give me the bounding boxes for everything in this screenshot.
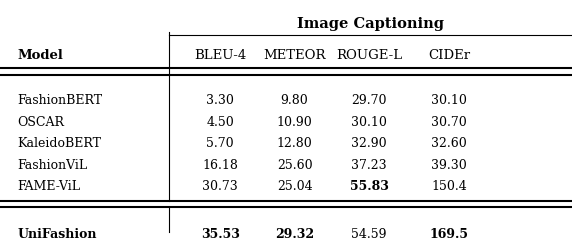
Text: METEOR: METEOR [263, 49, 326, 62]
Text: KaleidoBERT: KaleidoBERT [17, 137, 101, 150]
Text: 30.10: 30.10 [431, 94, 467, 107]
Text: OSCAR: OSCAR [17, 116, 64, 129]
Text: 4.50: 4.50 [206, 116, 234, 129]
Text: 29.70: 29.70 [351, 94, 387, 107]
Text: 30.70: 30.70 [431, 116, 467, 129]
Text: CIDEr: CIDEr [428, 49, 470, 62]
Text: FashionViL: FashionViL [17, 159, 88, 172]
Text: 169.5: 169.5 [430, 228, 468, 241]
Text: 39.30: 39.30 [431, 159, 467, 172]
Text: 32.90: 32.90 [351, 137, 387, 150]
Text: 30.73: 30.73 [202, 181, 238, 193]
Text: 3.30: 3.30 [206, 94, 234, 107]
Text: UniFashion: UniFashion [17, 228, 97, 241]
Text: 55.83: 55.83 [349, 181, 388, 193]
Text: Model: Model [17, 49, 63, 62]
Text: 37.23: 37.23 [351, 159, 387, 172]
Text: 150.4: 150.4 [431, 181, 467, 193]
Text: FashionBERT: FashionBERT [17, 94, 102, 107]
Text: Image Captioning: Image Captioning [297, 17, 444, 31]
Text: 25.60: 25.60 [277, 159, 312, 172]
Text: 12.80: 12.80 [277, 137, 312, 150]
Text: 10.90: 10.90 [277, 116, 312, 129]
Text: 32.60: 32.60 [431, 137, 467, 150]
Text: 16.18: 16.18 [202, 159, 238, 172]
Text: 5.70: 5.70 [206, 137, 234, 150]
Text: 29.32: 29.32 [275, 228, 314, 241]
Text: 9.80: 9.80 [281, 94, 308, 107]
Text: ROUGE-L: ROUGE-L [336, 49, 402, 62]
Text: 25.04: 25.04 [277, 181, 312, 193]
Text: 30.10: 30.10 [351, 116, 387, 129]
Text: 35.53: 35.53 [201, 228, 240, 241]
Text: BLEU-4: BLEU-4 [194, 49, 247, 62]
Text: FAME-ViL: FAME-ViL [17, 181, 80, 193]
Text: 54.59: 54.59 [351, 228, 387, 241]
